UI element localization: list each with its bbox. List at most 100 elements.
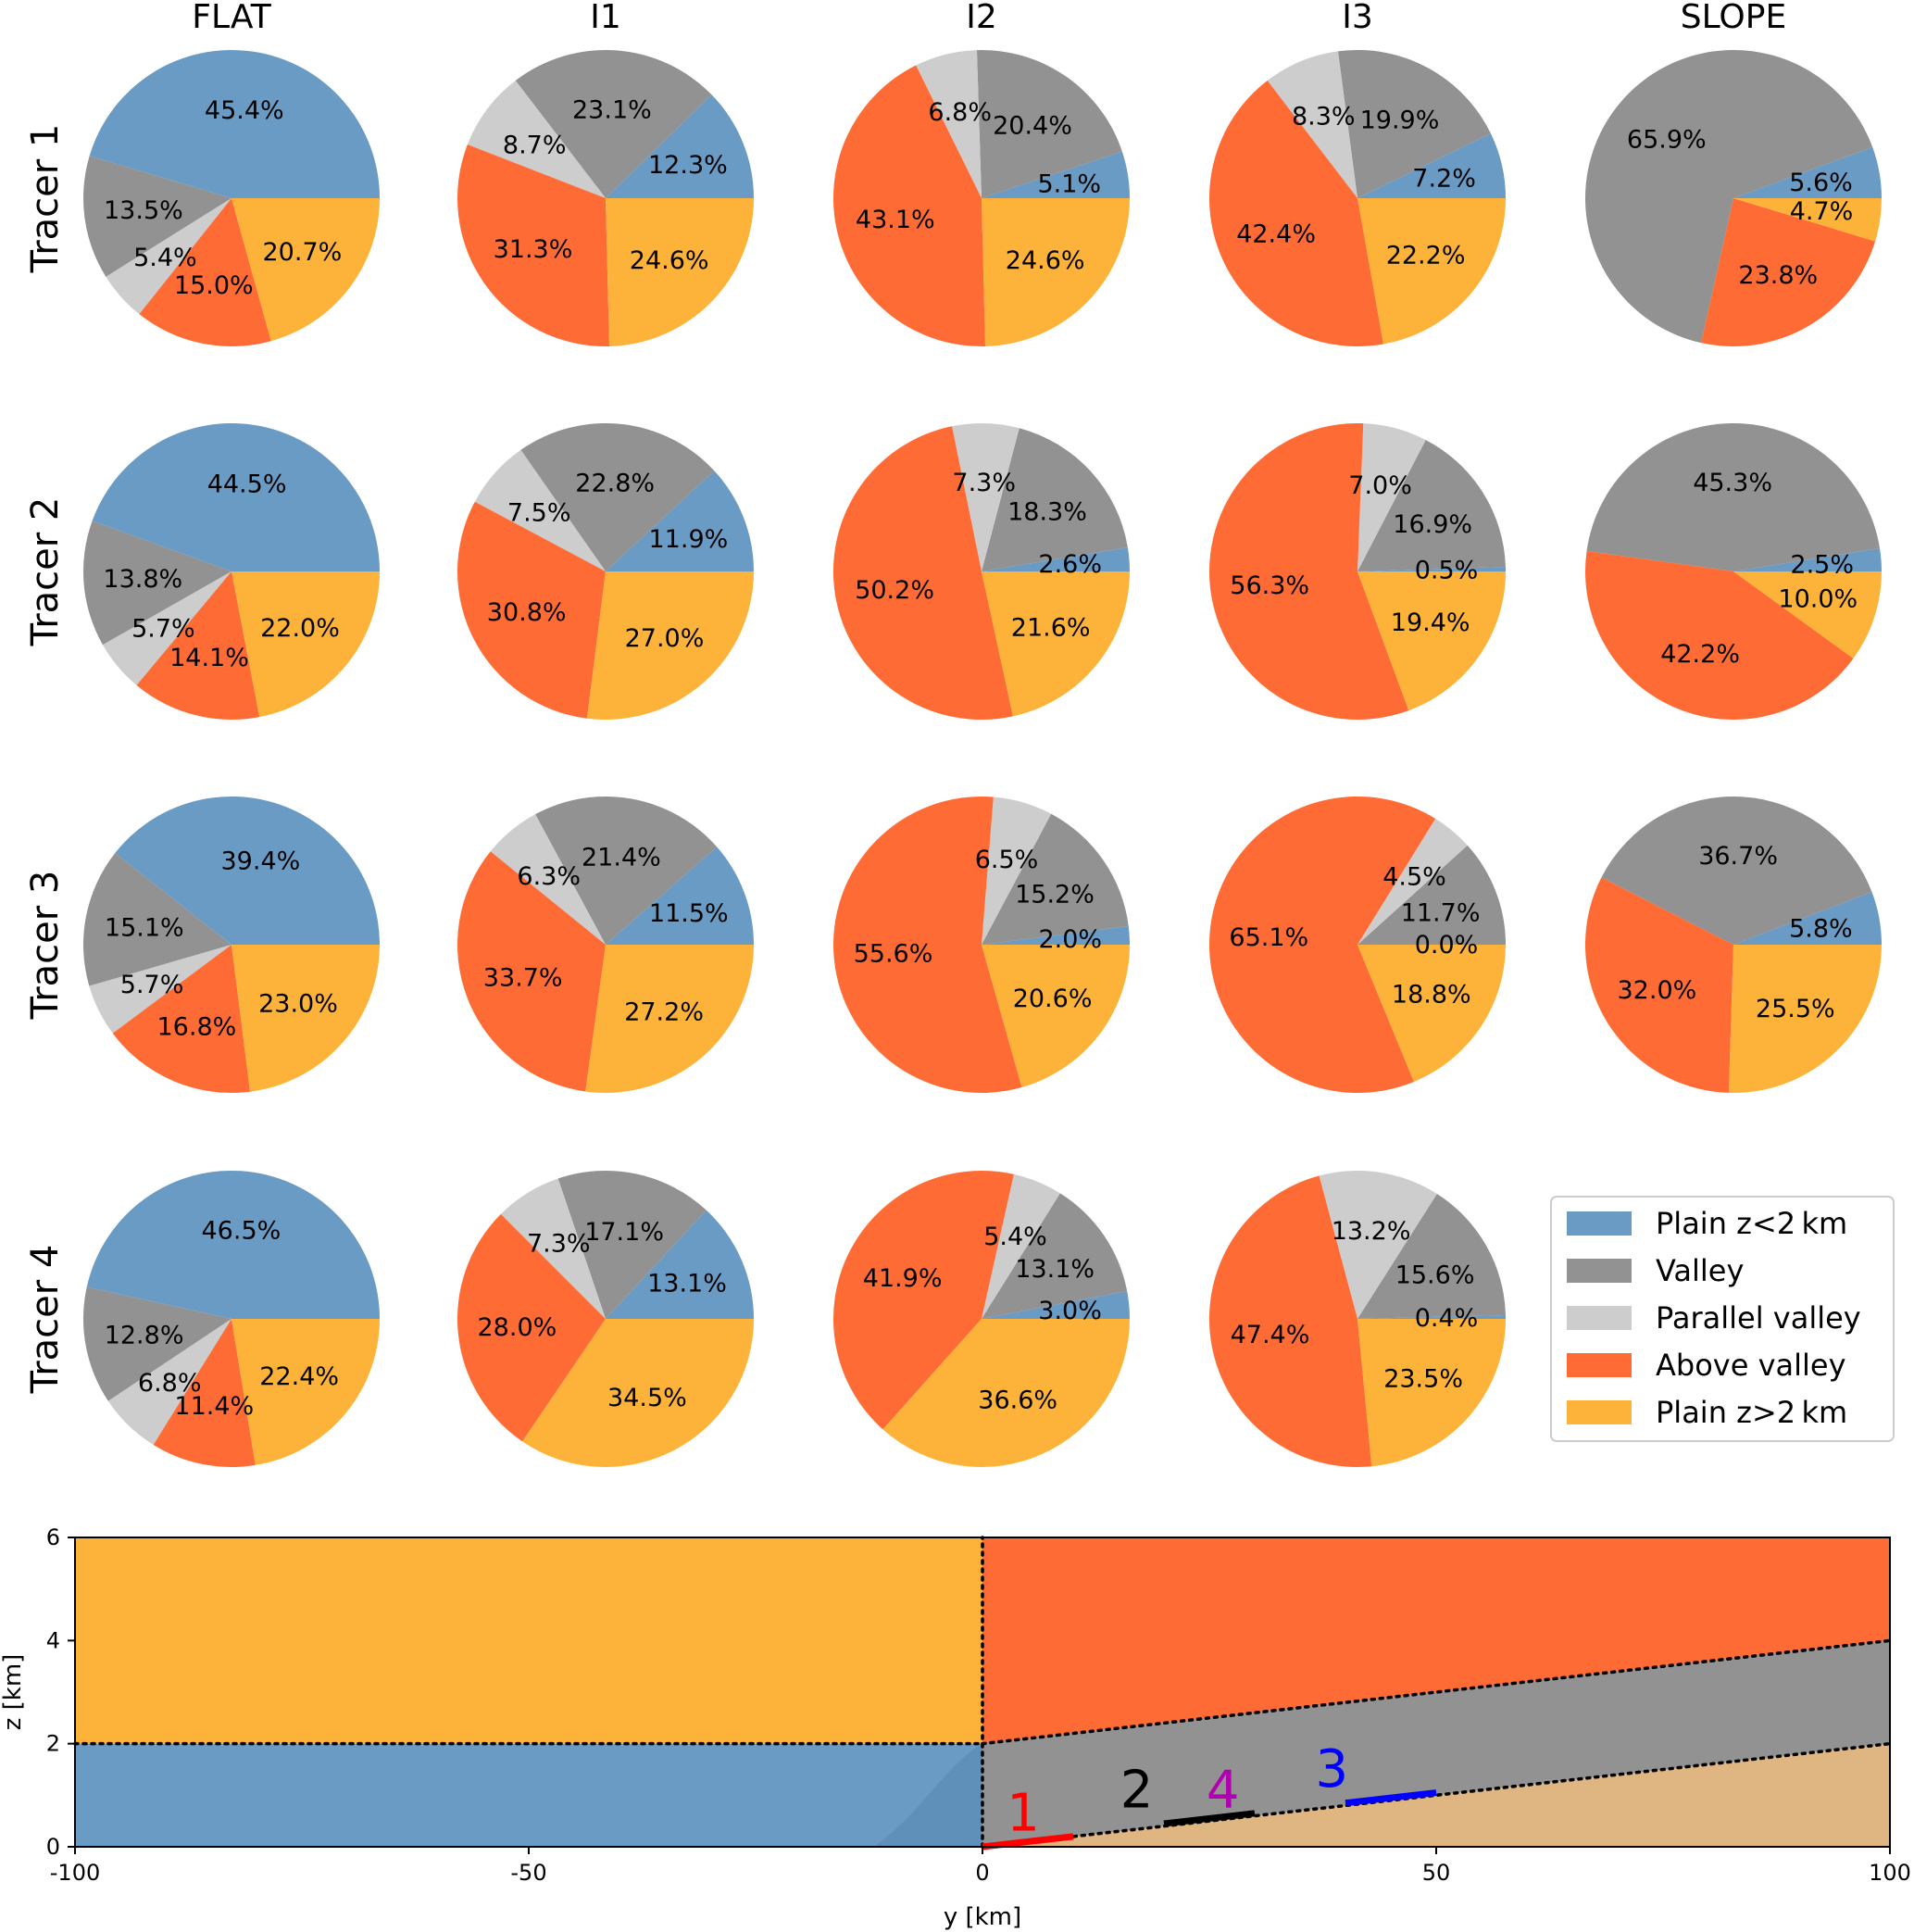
pie-slice-plain-low [86, 1170, 380, 1319]
slice-label: 5.7% [131, 615, 195, 644]
slice-label: 25.5% [1756, 995, 1835, 1023]
slice-label: 21.4% [582, 844, 661, 872]
pie-slice-plain-high [1357, 198, 1506, 345]
slice-label: 45.4% [205, 96, 284, 125]
legend-swatch-parallel-valley [1567, 1306, 1632, 1330]
pie-slice-valley [1585, 50, 1873, 344]
column-title: I2 [966, 0, 997, 36]
pie-slice-plain-low [982, 925, 1130, 945]
pie-slice-plain-low [1733, 146, 1882, 198]
pie-slice-valley [535, 797, 718, 945]
pie-slice-valley [1337, 49, 1491, 198]
slice-label: 8.3% [1292, 102, 1356, 131]
pie-slice-plain-high [231, 198, 380, 342]
slice-label: 6.5% [975, 846, 1039, 874]
slice-label: 2.5% [1790, 551, 1854, 580]
x-axis-label: y [km] [944, 1903, 1021, 1931]
pie-slice-parallel-valley [1267, 51, 1357, 198]
legend: Plain z<2 km Valley Parallel valley Above v… [1550, 1196, 1895, 1442]
slice-label: 23.8% [1738, 261, 1818, 290]
pie-slice-plain-high [982, 571, 1130, 717]
tracer-4-label: 4 [1207, 1760, 1240, 1820]
slice-label: 21.6% [1011, 613, 1091, 642]
y-tick-label: 2 [46, 1731, 60, 1757]
slice-label: 22.0% [260, 614, 340, 643]
slice-label: 13.8% [103, 565, 182, 594]
pie-slice-parallel-valley [490, 814, 606, 945]
slice-label: 6.3% [517, 862, 581, 891]
slice-label: 13.1% [1015, 1255, 1095, 1284]
slice-label: 12.3% [648, 151, 728, 180]
slice-label: 23.0% [258, 990, 338, 1019]
slice-label: 42.4% [1236, 220, 1316, 249]
slice-label: 16.9% [1393, 510, 1472, 539]
region-valley [982, 1640, 1890, 1847]
slice-label: 31.3% [494, 235, 573, 264]
slice-label: 22.4% [259, 1362, 339, 1391]
slice-label: 19.4% [1391, 608, 1470, 637]
slice-label: 6.8% [138, 1369, 202, 1398]
pie-slice-parallel-valley [500, 1178, 606, 1319]
slice-label: 20.4% [993, 111, 1072, 140]
region-above-valley [982, 1537, 1890, 1744]
slice-label: 36.7% [1698, 842, 1778, 871]
slice-label: 55.6% [854, 939, 933, 968]
pie-slice-parallel-valley [106, 198, 232, 315]
slice-label: 24.6% [1006, 246, 1085, 275]
legend-swatch-plain-high [1567, 1400, 1632, 1424]
pie-slice-above-valley [833, 65, 986, 347]
slice-label: 30.8% [487, 598, 567, 627]
slice-label: 5.7% [120, 971, 184, 999]
slice-label: 4.5% [1382, 862, 1446, 891]
tracer-3-label: 3 [1315, 1739, 1348, 1800]
pie-slice-above-valley [1585, 550, 1854, 720]
dotted-boundary [981, 1741, 1892, 1849]
slice-label: 8.7% [503, 131, 567, 159]
slice-label: 33.7% [483, 963, 563, 992]
pie-slice-plain-high [606, 198, 754, 346]
valley-entrance-shading [873, 1743, 982, 1847]
slice-label: 7.3% [952, 469, 1016, 497]
slice-label: 5.1% [1037, 170, 1101, 199]
pie-slice-parallel-valley [467, 80, 606, 198]
pie-slice-plain-low [1733, 547, 1882, 571]
slice-label: 20.7% [263, 238, 343, 267]
pie-slice-parallel-valley [89, 945, 231, 1034]
pie-slice-above-valley [1208, 1175, 1372, 1468]
pie-slice-parallel-valley [916, 50, 982, 198]
pie-slice-plain-high [1728, 945, 1882, 1093]
pie-slice-above-valley [136, 571, 260, 720]
slice-label: 27.0% [625, 624, 705, 653]
pie-slice-above-valley [457, 851, 606, 1092]
pie-slice-plain-high [1357, 1319, 1506, 1467]
pie-slice-plain-low [606, 94, 754, 198]
pie-slice-plain-high [522, 1319, 754, 1467]
pie-slice-valley [1357, 1193, 1506, 1319]
slice-label: 7.0% [1348, 471, 1412, 500]
slice-label: 20.6% [1013, 985, 1093, 1013]
slice-label: 16.8% [157, 1012, 237, 1041]
slice-label: 0.4% [1415, 1304, 1479, 1333]
tracer-2-line [1163, 1810, 1256, 1827]
slice-label: 7.2% [1412, 165, 1476, 194]
pie-slice-above-valley [112, 945, 251, 1094]
slice-label: 65.1% [1229, 923, 1308, 952]
slice-label: 5.4% [983, 1223, 1047, 1251]
pie-slice-plain-low [1357, 566, 1506, 571]
pie-slice-above-valley [457, 501, 606, 719]
slice-label: 19.9% [1360, 106, 1440, 134]
row-title: Tracer 3 [24, 871, 67, 1021]
column-title: I1 [590, 0, 621, 36]
legend-label: Above valley [1656, 1348, 1846, 1383]
y-tick-label: 0 [46, 1834, 60, 1860]
pie-slice-parallel-valley [1357, 818, 1468, 945]
pie-slice-valley [82, 1286, 231, 1401]
slice-label: 5.6% [1789, 169, 1853, 197]
legend-frame [1550, 1196, 1895, 1442]
slice-label: 15.0% [174, 271, 254, 300]
pie-slice-plain-low [92, 422, 381, 571]
slice-label: 34.5% [607, 1384, 687, 1412]
slice-label: 18.3% [1007, 497, 1087, 526]
pie-slice-valley [83, 156, 231, 277]
